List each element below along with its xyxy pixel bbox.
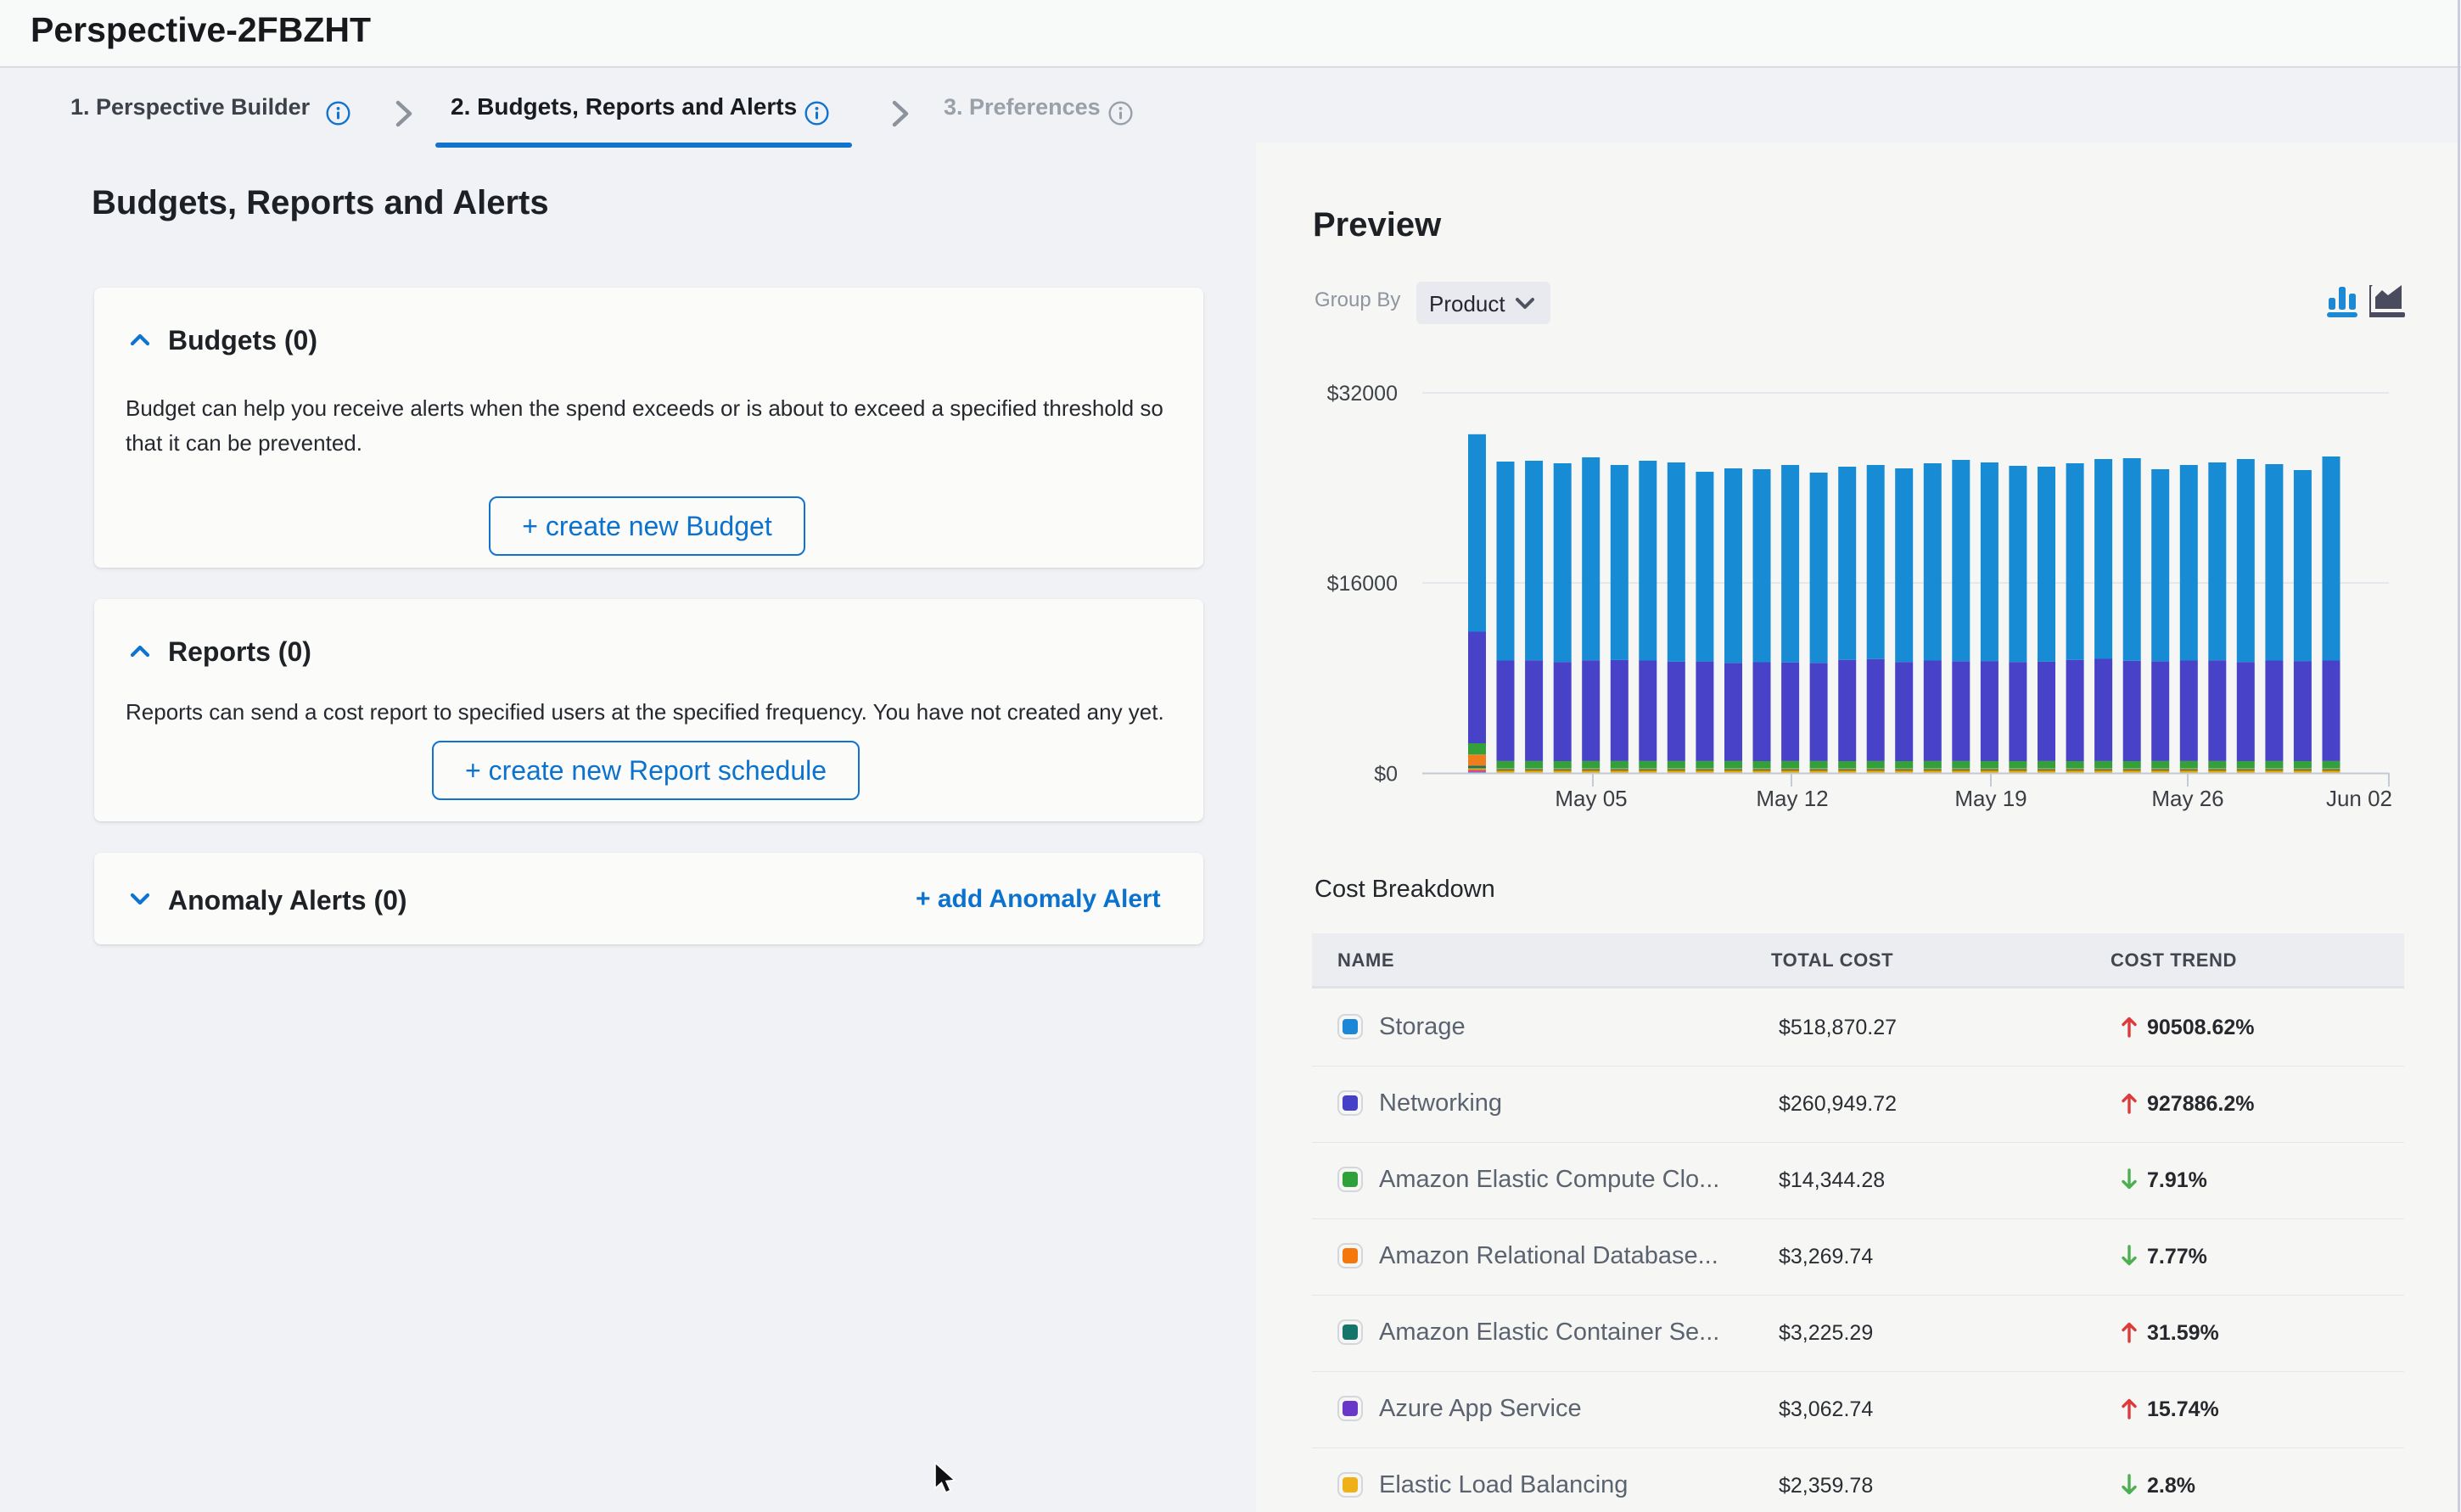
svg-text:Jun 02: Jun 02 <box>2326 786 2392 811</box>
svg-text:May 26: May 26 <box>2151 786 2223 811</box>
svg-text:$0: $0 <box>1374 763 1398 787</box>
svg-text:May 12: May 12 <box>1756 786 1828 811</box>
svg-text:$16000: $16000 <box>1327 572 1398 596</box>
svg-text:May 05: May 05 <box>1555 786 1627 811</box>
svg-text:$32000: $32000 <box>1327 382 1398 406</box>
svg-text:May 19: May 19 <box>1954 786 2027 811</box>
